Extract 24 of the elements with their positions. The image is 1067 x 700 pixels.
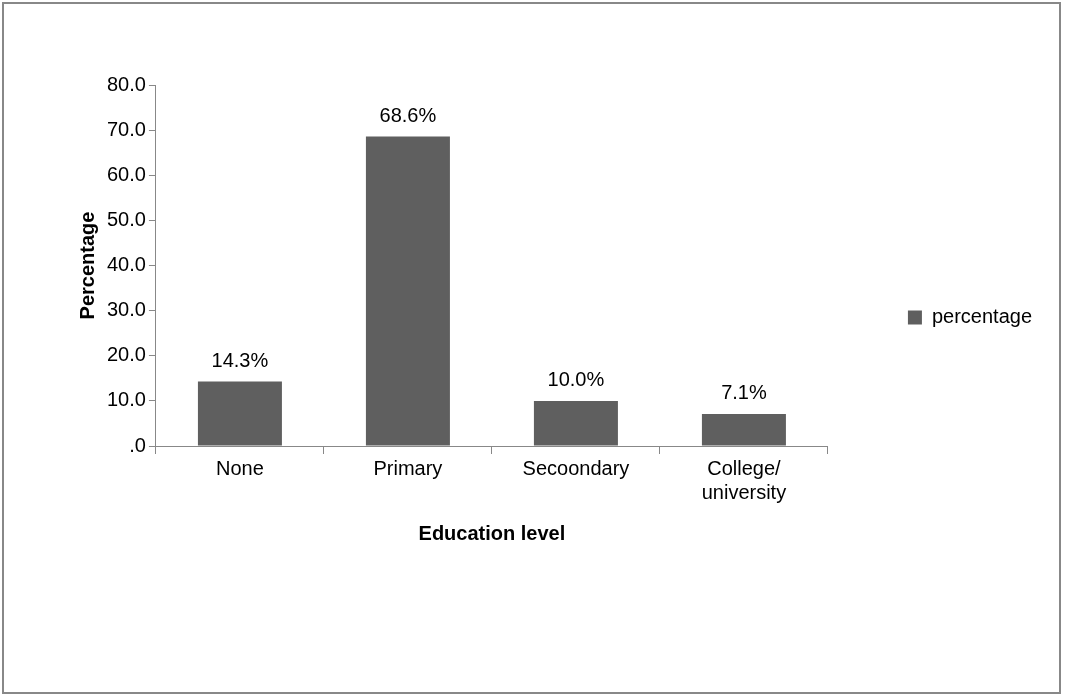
bar xyxy=(533,400,618,446)
y-tick-label: 10.0 xyxy=(106,388,146,411)
data-label: 68.6% xyxy=(379,103,437,126)
y-tick-label: 70.0 xyxy=(106,117,146,140)
y-tick-label: 80.0 xyxy=(106,72,146,95)
x-tick-label: College/university xyxy=(701,456,787,503)
bar xyxy=(365,136,450,446)
y-tick-label: 20.0 xyxy=(106,343,146,366)
y-tick-label: .0 xyxy=(129,433,146,456)
legend-label: percentage xyxy=(931,305,1032,328)
x-tick-label: None xyxy=(216,456,264,479)
y-tick-label: 40.0 xyxy=(106,253,146,276)
x-tick-label: Secoondary xyxy=(522,456,630,479)
y-tick-label: 60.0 xyxy=(106,162,146,185)
data-label: 10.0% xyxy=(547,368,605,391)
y-axis-title: Percentage xyxy=(75,211,98,320)
data-label: 7.1% xyxy=(721,381,767,404)
x-axis-title: Education level xyxy=(418,521,566,544)
data-label: 14.3% xyxy=(211,348,269,371)
y-tick-label: 30.0 xyxy=(106,298,146,321)
bar xyxy=(701,413,786,446)
bar xyxy=(197,381,282,446)
y-tick-label: 50.0 xyxy=(106,207,146,230)
x-tick-label: Primary xyxy=(373,456,443,479)
